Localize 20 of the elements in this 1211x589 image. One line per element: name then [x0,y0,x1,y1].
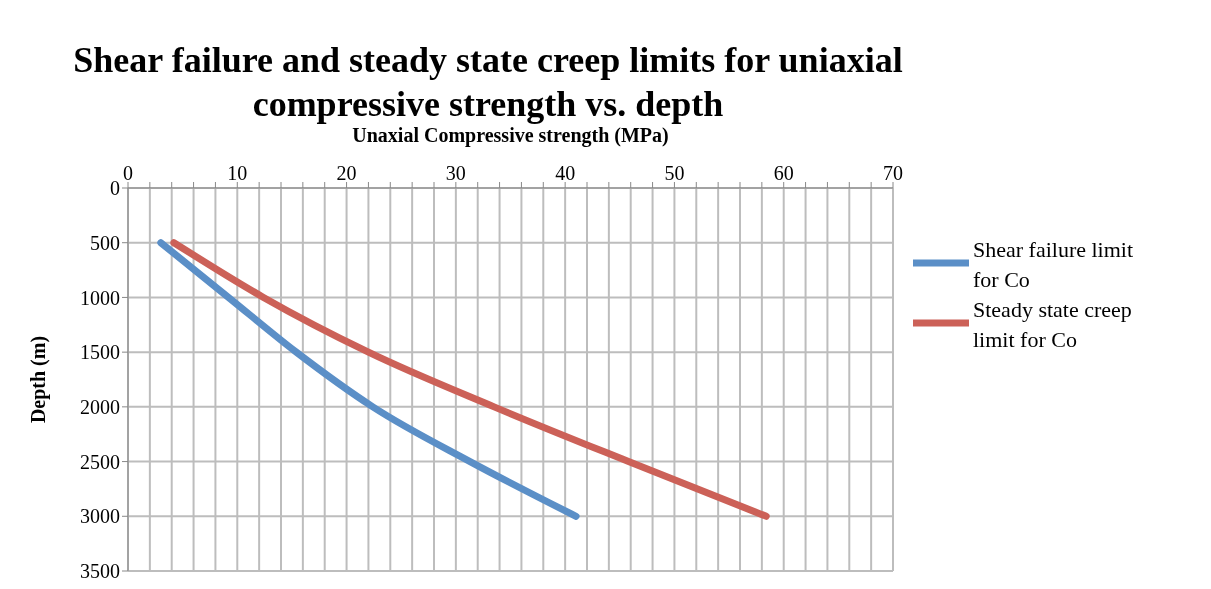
x-tick-label: 60 [773,162,794,184]
y-tick-label: 0 [110,177,120,200]
x-tick-label: 40 [555,162,576,184]
y-axis-title: Depth (m) [27,335,51,424]
y-tick-label: 2500 [80,450,120,473]
x-tick-label: 30 [445,162,466,184]
x-tick-label: 20 [336,162,357,184]
legend-label: Shear failure limit for Co [973,235,1135,294]
x-axis-title: Unaxial Compressive strength (MPa) [352,124,669,148]
y-tick-label: 3000 [80,505,120,528]
y-tick-label: 500 [90,231,120,254]
y-tick-label: 3500 [80,560,120,583]
x-tick-label: 70 [883,162,903,184]
legend-label: Steady state creep limit for Co [973,295,1133,354]
y-tick-label: 1500 [80,341,120,364]
x-tick-label: 50 [664,162,685,184]
y-tick-label: 2000 [80,395,120,418]
x-tick-label: 10 [227,162,248,184]
chart-title: Shear failure and steady state creep limits for uniaxial compressive strength vs. depth [72,39,904,126]
y-tick-label: 1000 [80,286,120,309]
